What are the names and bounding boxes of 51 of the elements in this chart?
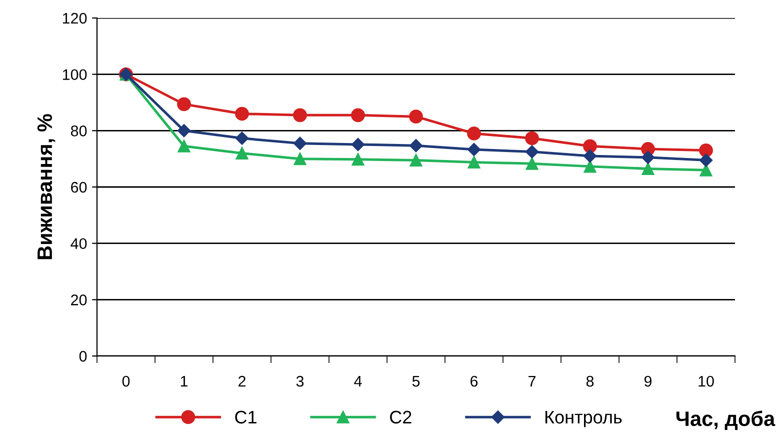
point xyxy=(467,126,481,140)
y-tick-label: 80 xyxy=(70,126,87,136)
legend-label: C2 xyxy=(390,410,412,424)
x-tick-label: 1 xyxy=(180,376,188,387)
point xyxy=(293,108,307,122)
y-axis-title: Виживання, % xyxy=(37,114,56,260)
point xyxy=(351,108,365,122)
point xyxy=(236,146,248,160)
legend-label: C1 xyxy=(235,410,256,424)
point xyxy=(641,150,655,164)
point xyxy=(294,152,306,166)
y-tick-label: 40 xyxy=(70,238,87,250)
legend-label: Контроль xyxy=(545,410,622,428)
point xyxy=(699,154,713,167)
point xyxy=(468,156,480,168)
x-tick-label: 10 xyxy=(698,376,714,387)
point xyxy=(642,162,654,175)
point xyxy=(525,131,539,146)
x-tick-label: 9 xyxy=(644,376,652,387)
y-tick-label: 100 xyxy=(62,69,87,80)
point xyxy=(235,106,249,121)
point xyxy=(410,154,422,166)
point xyxy=(293,136,307,150)
x-tick-label: 4 xyxy=(354,376,362,387)
point xyxy=(699,143,713,158)
point xyxy=(526,157,538,170)
point xyxy=(409,139,423,152)
point xyxy=(235,132,249,145)
x-tick-label: 7 xyxy=(528,376,536,387)
x-tick-label: 6 xyxy=(470,376,478,387)
x-tick-label: 0 xyxy=(122,376,130,387)
point xyxy=(177,124,191,138)
point xyxy=(467,142,481,156)
point xyxy=(351,138,365,152)
x-tick-label: 2 xyxy=(238,376,246,387)
point xyxy=(177,97,191,112)
x-tick-label: 3 xyxy=(296,376,304,387)
point xyxy=(525,145,539,158)
y-tick-label: 20 xyxy=(71,294,87,306)
x-axis-title: Час, доба xyxy=(676,410,776,430)
x-tick-label: 8 xyxy=(586,376,594,387)
point xyxy=(583,139,597,154)
x-tick-label: 5 xyxy=(412,376,420,387)
y-tick-label: 0 xyxy=(79,350,87,362)
y-tick-label: 120 xyxy=(62,12,87,24)
point xyxy=(584,160,596,173)
y-tick-label: 60 xyxy=(71,182,87,193)
point xyxy=(409,110,423,124)
point xyxy=(352,153,364,166)
point xyxy=(583,149,597,163)
point xyxy=(178,140,190,152)
